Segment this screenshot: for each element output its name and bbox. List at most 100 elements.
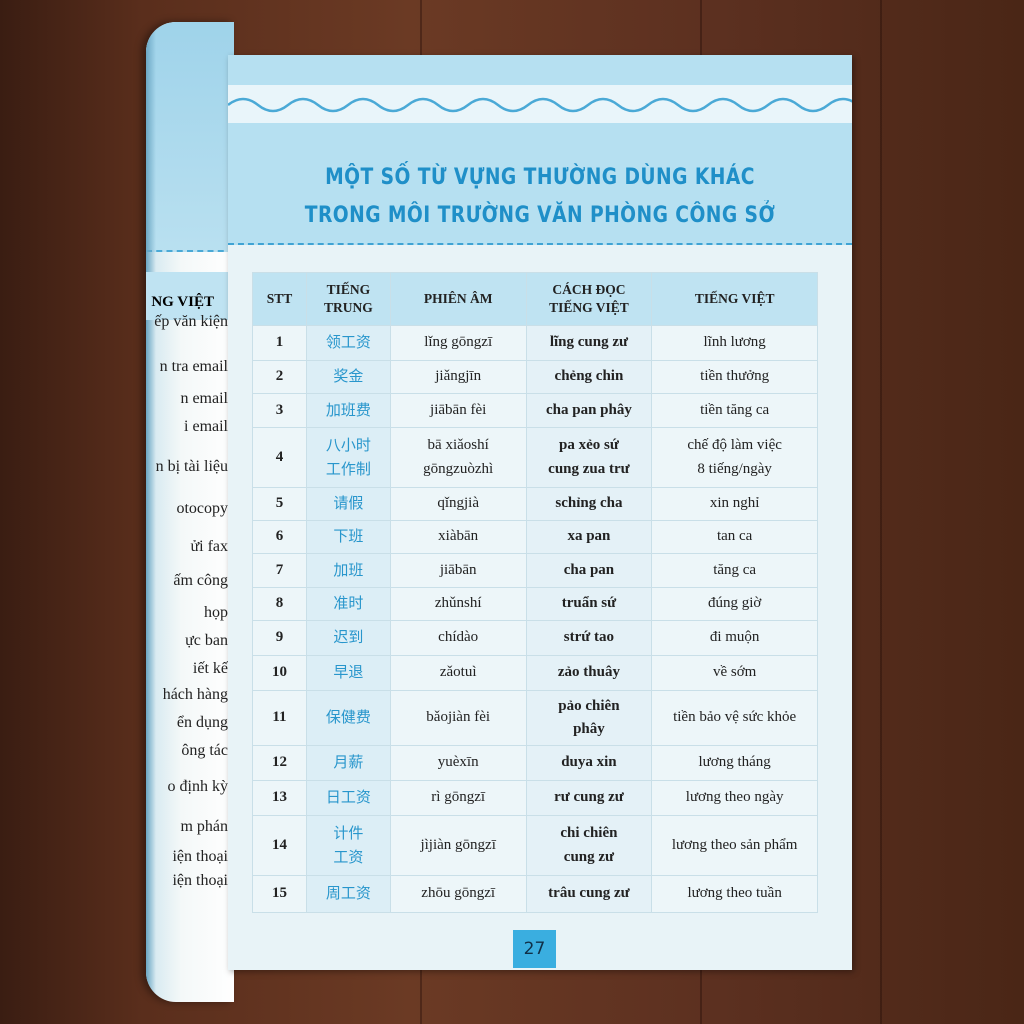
table-row: 1 领工资 lǐng gōngzī lĩng cung zư lĩnh lương	[252, 325, 818, 361]
left-header-band	[146, 22, 234, 252]
cell-cd: schỉng cha	[525, 487, 653, 521]
cell-zh: 早退	[305, 655, 391, 691]
book-page: MỘT SỐ TỪ VỰNG THƯỜNG DÙNG KHÁC TRONG MÔ…	[228, 55, 852, 970]
cell-py: jiābān	[389, 553, 527, 588]
table-row: 5 请假 qǐngjià schỉng cha xin nghỉ	[252, 487, 818, 521]
ornament-border	[228, 85, 852, 123]
cell-cd: pa xẻo sứ cung zua trư	[525, 427, 653, 488]
left-page-item: m phán	[180, 818, 228, 835]
cell-cd: duya xin	[525, 745, 653, 781]
left-page-item: ực ban	[185, 632, 228, 649]
cell-zh: 领工资	[305, 325, 391, 361]
cell-py: jìjiàn gōngzī	[389, 815, 527, 876]
table-row: 11 保健费 bǎojiàn fèi pảo chiên phây tiền bảo v…	[252, 690, 818, 746]
left-page-item: iện thoại	[172, 872, 228, 889]
table-row: 14 计件 工资 jìjiàn gōngzī chi chiên cung zư lươ…	[252, 815, 818, 876]
left-page-item: ấm công	[173, 572, 228, 589]
cell-py: lǐng gōngzī	[389, 325, 527, 361]
cell-cd: lĩng cung zư	[525, 325, 653, 361]
cell-zh: 下班	[305, 520, 391, 554]
left-column-header: NG VIỆT	[146, 272, 234, 320]
cell-py: bǎojiàn fèi	[389, 690, 527, 746]
cell-zh: 保健费	[305, 690, 391, 746]
cell-vi: đúng giờ	[651, 587, 818, 621]
vocabulary-table: STT TIẾNG TRUNG PHIÊN ÂM CÁCH ĐỌC TIẾNG …	[252, 272, 818, 913]
table-row: 12 月薪 yuèxīn duya xin lương tháng	[252, 745, 818, 781]
cell-cd: xa pan	[525, 520, 653, 554]
left-page-item: i email	[184, 418, 228, 435]
cell-py: jiābān fèi	[389, 393, 527, 428]
cell-zh: 八小时 工作制	[305, 427, 391, 488]
cell-zh: 计件 工资	[305, 815, 391, 876]
left-page-item: n bị tài liệu	[155, 458, 228, 475]
cell-py: yuèxīn	[389, 745, 527, 781]
cell-cd: pảo chiên phây	[525, 690, 653, 746]
wave-ornament-icon	[228, 97, 852, 113]
cell-vi: xin nghỉ	[651, 487, 818, 521]
cell-stt: 7	[252, 553, 307, 588]
left-page-item: hách hàng	[162, 686, 228, 703]
cell-vi: lương theo tuần	[651, 875, 818, 913]
col-header-vietnamese: TIẾNG VIỆT	[651, 272, 818, 326]
cell-stt: 4	[252, 427, 307, 488]
cell-stt: 15	[252, 875, 307, 913]
cell-zh: 奖金	[305, 360, 391, 394]
cell-zh: 加班	[305, 553, 391, 588]
left-page-item: n tra email	[159, 358, 228, 375]
col-header-chinese: TIẾNG TRUNG	[305, 272, 391, 326]
cell-zh: 迟到	[305, 620, 391, 656]
page-title-line-1: MỘT SỐ TỪ VỰNG THƯỜNG DÙNG KHÁC	[325, 165, 755, 190]
left-page-item: ển dụng	[176, 714, 228, 731]
page-curl-shadow	[146, 22, 156, 1002]
cell-py: zhōu gōngzī	[389, 875, 527, 913]
cell-zh: 月薪	[305, 745, 391, 781]
cell-stt: 1	[252, 325, 307, 361]
left-page-item: ếp văn kiện	[154, 313, 228, 330]
table-row: 3 加班费 jiābān fèi cha pan phây tiền tăng ca	[252, 393, 818, 428]
cell-py: jiǎngjīn	[389, 360, 527, 394]
cell-stt: 8	[252, 587, 307, 621]
table-row: 9 迟到 chídào strứ tao đi muộn	[252, 620, 818, 656]
cell-zh: 周工资	[305, 875, 391, 913]
cell-py: chídào	[389, 620, 527, 656]
cell-cd: trâu cung zư	[525, 875, 653, 913]
cell-vi: tiền thưởng	[651, 360, 818, 394]
cell-zh: 请假	[305, 487, 391, 521]
cell-vi: lĩnh lương	[651, 325, 818, 361]
cell-stt: 2	[252, 360, 307, 394]
left-dashed-divider	[146, 250, 234, 252]
cell-py: bā xiǎoshí gōngzuòzhì	[389, 427, 527, 488]
table-row: 8 准时 zhǔnshí truẩn sứ đúng giờ	[252, 587, 818, 621]
cell-zh: 准时	[305, 587, 391, 621]
cell-stt: 9	[252, 620, 307, 656]
cell-stt: 10	[252, 655, 307, 691]
cell-zh: 日工资	[305, 780, 391, 816]
left-page-item: n email	[180, 390, 228, 407]
cell-cd: rư cung zư	[525, 780, 653, 816]
page-title-line-2: TRONG MÔI TRƯỜNG VĂN PHÒNG CÔNG SỞ	[304, 203, 776, 228]
cell-stt: 13	[252, 780, 307, 816]
cell-py: zǎotuì	[389, 655, 527, 691]
cell-vi: đi muộn	[651, 620, 818, 656]
left-page-item: otocopy	[176, 500, 228, 517]
col-header-stt: STT	[252, 272, 307, 326]
cell-stt: 14	[252, 815, 307, 876]
table-row: 2 奖金 jiǎngjīn chẻng chin tiền thưởng	[252, 360, 818, 394]
cell-cd: chẻng chin	[525, 360, 653, 394]
page-number: 27	[513, 930, 556, 968]
cell-py: rì gōngzī	[389, 780, 527, 816]
cell-stt: 11	[252, 690, 307, 746]
cell-stt: 6	[252, 520, 307, 554]
cell-vi: lương theo sản phẩm	[651, 815, 818, 876]
cell-py: xiàbān	[389, 520, 527, 554]
col-header-reading: CÁCH ĐỌC TIẾNG VIỆT	[525, 272, 653, 326]
cell-cd: strứ tao	[525, 620, 653, 656]
cell-vi: lương theo ngày	[651, 780, 818, 816]
table-row: 7 加班 jiābān cha pan tăng ca	[252, 553, 818, 588]
cell-stt: 3	[252, 393, 307, 428]
cell-vi: về sớm	[651, 655, 818, 691]
table-row: 6 下班 xiàbān xa pan tan ca	[252, 520, 818, 554]
cell-stt: 5	[252, 487, 307, 521]
left-page-item: iết kế	[192, 660, 228, 677]
cell-py: zhǔnshí	[389, 587, 527, 621]
